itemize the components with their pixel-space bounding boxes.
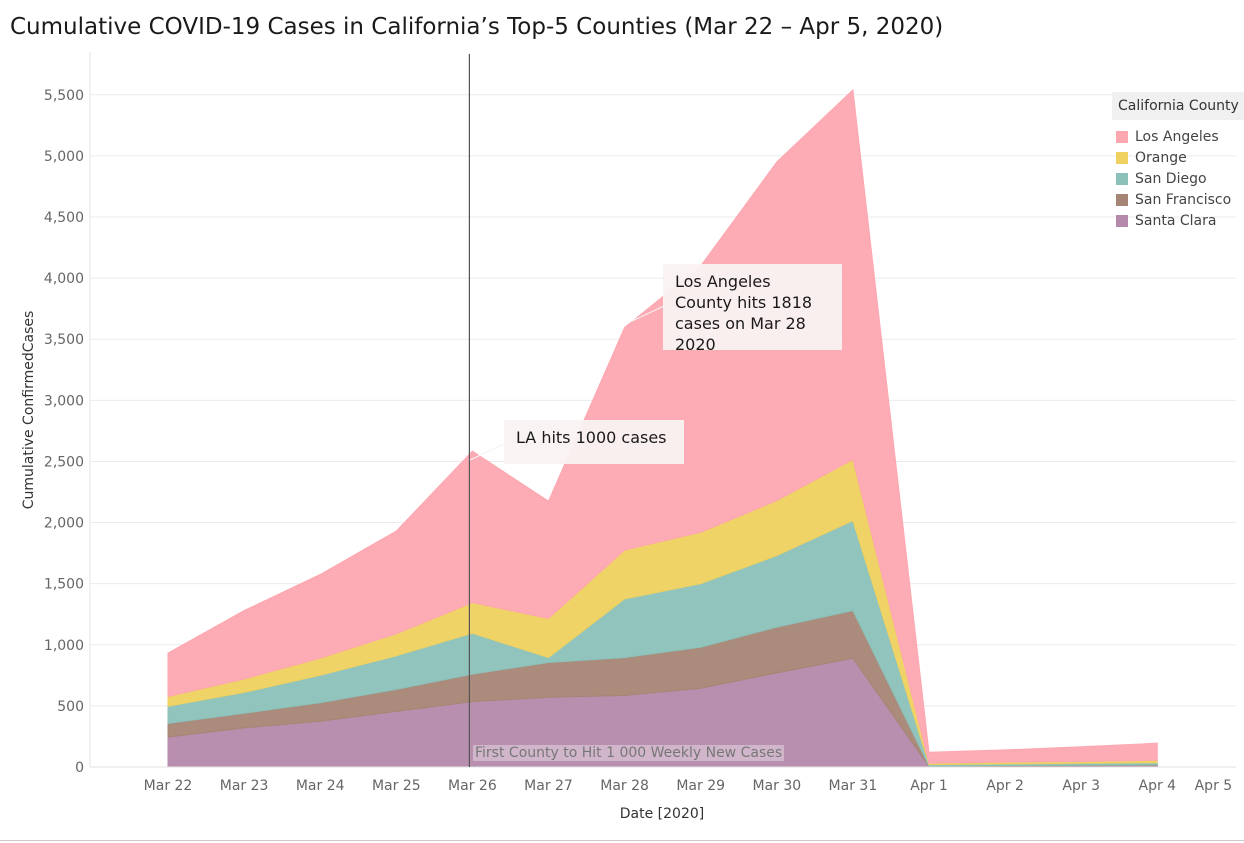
annotation-leader-la-1818 (629, 305, 665, 323)
x-tick-label: Mar 31 (829, 778, 878, 794)
annotation-leader-la-1000 (469, 442, 507, 461)
annotation-la-1818: Los Angeles County hits 1818 cases on Ma… (663, 264, 842, 354)
y-axis-title: Cumulative ConfirmedCases (21, 311, 37, 510)
x-tick-label: Apr 2 (986, 778, 1024, 794)
legend-item-orange: Orange (1112, 147, 1244, 168)
y-tick-label: 5,500 (44, 88, 84, 104)
y-tick-label: 4,000 (44, 271, 84, 287)
legend-label: Orange (1135, 149, 1187, 166)
x-tick-label: Apr 3 (1062, 778, 1100, 794)
x-tick-label: Mar 30 (752, 778, 801, 794)
legend-title: California County (1112, 92, 1244, 120)
x-tick-label: Apr 4 (1139, 778, 1177, 794)
reference-line-label: First County to Hit 1 000 Weekly New Cas… (473, 745, 785, 761)
legend-item-san-francisco: San Francisco (1112, 189, 1244, 210)
legend: California County Los Angeles Orange San D… (1112, 92, 1244, 231)
legend-item-santa-clara: Santa Clara (1112, 210, 1244, 231)
legend-swatch (1116, 130, 1128, 143)
legend-label: San Diego (1135, 170, 1207, 187)
x-tick-label: Apr 1 (910, 778, 948, 794)
legend-swatch (1116, 172, 1128, 185)
x-tick-label: Apr 5 (1195, 778, 1233, 794)
y-tick-label: 2,000 (44, 516, 84, 532)
legend-item-san-diego: San Diego (1112, 168, 1244, 189)
x-tick-label: Mar 25 (372, 778, 421, 794)
x-axis-title: Date [2020] (620, 806, 704, 822)
legend-items: Los Angeles Orange San Diego San Francisco S… (1112, 126, 1244, 231)
y-tick-label: 1,500 (44, 577, 84, 593)
legend-label: Santa Clara (1135, 212, 1217, 229)
y-tick-label: 500 (57, 699, 84, 715)
annotation-la-1000: LA hits 1000 cases (504, 420, 684, 464)
legend-label: Los Angeles (1135, 128, 1219, 145)
x-tick-label: Mar 22 (144, 778, 193, 794)
y-tick-label: 3,500 (44, 332, 84, 348)
legend-swatch (1116, 214, 1128, 227)
axis-layer: 0 500 1,000 1,500 2,000 2,500 3,000 3,500 4,000 4… (44, 52, 1236, 794)
y-tick-label: 2,500 (44, 454, 84, 470)
legend-swatch (1116, 193, 1128, 206)
x-tick-label: Mar 28 (600, 778, 649, 794)
y-tick-label: 1,000 (44, 638, 84, 654)
bottom-divider (0, 840, 1244, 841)
x-tick-label: Mar 24 (296, 778, 345, 794)
y-tick-label: 4,500 (44, 210, 84, 226)
y-tick-label: 5,000 (44, 149, 84, 165)
x-tick-label: Mar 23 (220, 778, 269, 794)
x-tick-label: Mar 27 (524, 778, 573, 794)
y-tick-label: 0 (75, 760, 84, 776)
legend-label: San Francisco (1135, 191, 1232, 208)
chart-title: Cumulative COVID-19 Cases in California’… (10, 14, 944, 40)
x-tick-label: Mar 26 (448, 778, 497, 794)
legend-item-los-angeles: Los Angeles (1112, 126, 1244, 147)
legend-swatch (1116, 151, 1128, 164)
y-tick-label: 3,000 (44, 393, 84, 409)
x-tick-label: Mar 29 (676, 778, 725, 794)
